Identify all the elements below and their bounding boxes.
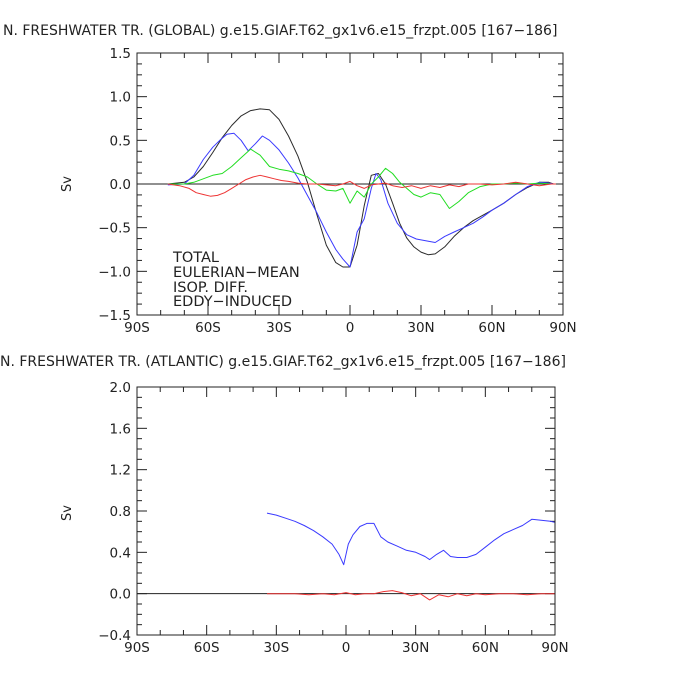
global-plot-ylabel: Sv — [60, 176, 75, 192]
atlantic-plot-frame — [136, 386, 556, 636]
x-tick-label: 60S — [195, 320, 221, 336]
y-tick-label: 2.0 — [110, 380, 131, 396]
y-tick-label: 0.8 — [110, 504, 131, 520]
x-tick-label: 90S — [124, 640, 150, 656]
atlantic-plot-lines — [137, 512, 556, 601]
x-tick-label: 60N — [478, 320, 505, 336]
legend-eddy-induced: EDDY−INDUCED — [173, 294, 292, 310]
global-plot-frame — [136, 52, 564, 316]
legend-eulerian-mean: EULERIAN−MEAN — [173, 265, 300, 281]
atlantic-plot-ylabel: Sv — [60, 505, 75, 521]
y-tick-label: 0.0 — [110, 177, 131, 193]
y-tick-label: 0.0 — [110, 587, 131, 603]
y-tick-label: 1.5 — [110, 46, 131, 62]
x-tick-label: 30S — [266, 320, 292, 336]
series-line-eulerian — [266, 512, 556, 566]
y-tick-label: −0.5 — [98, 221, 131, 237]
atlantic-plot: N. FRESHWATER TR. (ATLANTIC) g.e15.GIAF.… — [0, 354, 569, 656]
y-tick-label: −0.4 — [98, 628, 131, 644]
global-plot: N. FRESHWATER TR. (GLOBAL) g.e15.GIAF.T6… — [3, 23, 577, 336]
y-tick-label: −1.0 — [98, 264, 131, 280]
x-tick-label: 60S — [194, 640, 220, 656]
y-tick-label: −1.5 — [98, 308, 131, 324]
global-plot-lines — [137, 108, 563, 268]
x-tick-label: 30S — [263, 640, 289, 656]
series-line-eddy — [167, 174, 556, 197]
y-tick-label: 0.4 — [110, 545, 131, 561]
y-tick-label: 1.0 — [110, 90, 131, 106]
x-tick-label: 90N — [549, 320, 576, 336]
series-line-eulerian — [167, 132, 554, 268]
y-tick-label: 1.2 — [110, 463, 131, 479]
atlantic-plot-title: N. FRESHWATER TR. (ATLANTIC) g.e15.GIAF.… — [0, 354, 566, 370]
x-tick-label: 0 — [342, 640, 351, 656]
legend: TOTAL EULERIAN−MEAN ISOP. DIFF. EDDY−IND… — [172, 250, 300, 310]
x-tick-label: 90S — [124, 320, 150, 336]
y-tick-label: 1.6 — [110, 421, 131, 437]
series-line-isop — [167, 148, 556, 209]
x-tick-label: 30N — [407, 320, 434, 336]
x-tick-label: 60N — [472, 640, 499, 656]
x-tick-label: 30N — [402, 640, 429, 656]
series-line-eddy — [267, 590, 555, 601]
y-tick-label: 0.5 — [110, 133, 131, 149]
legend-total: TOTAL — [172, 250, 219, 266]
legend-isop-diff: ISOP. DIFF. — [173, 280, 248, 296]
x-tick-label: 90N — [541, 640, 568, 656]
x-tick-label: 0 — [346, 320, 355, 336]
series-line-total — [167, 108, 554, 268]
global-plot-title: N. FRESHWATER TR. (GLOBAL) g.e15.GIAF.T6… — [3, 23, 557, 39]
